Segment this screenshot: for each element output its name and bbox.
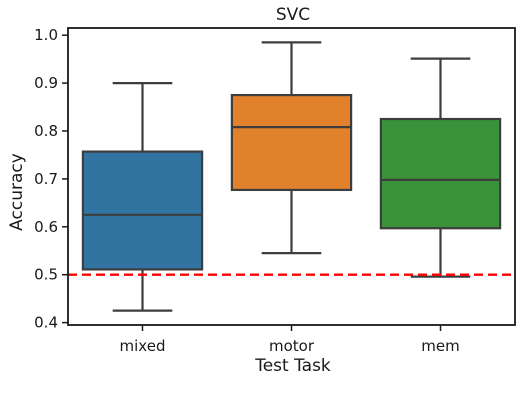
x-axis-label: Test Task bbox=[254, 356, 331, 376]
y-tick-label: 0.7 bbox=[34, 170, 58, 188]
x-tick-label: motor bbox=[269, 337, 315, 355]
y-tick-label: 0.5 bbox=[34, 266, 58, 284]
plot-frame bbox=[67, 27, 516, 326]
x-tick-label: mixed bbox=[120, 337, 166, 355]
y-tick-label: 0.4 bbox=[34, 314, 58, 332]
y-tick-label: 1.0 bbox=[34, 26, 58, 44]
chart-title: SVC bbox=[276, 5, 310, 25]
y-tick-label: 0.9 bbox=[34, 74, 58, 92]
plot-content: 0.4 0.5 0.6 0.7 0.8 0.9 1.0 mixed motor mem bbox=[34, 26, 515, 355]
box-mem bbox=[379, 117, 502, 230]
x-tick-label: mem bbox=[421, 337, 459, 355]
y-axis-label: Accuracy bbox=[7, 153, 27, 231]
y-tick-label: 0.8 bbox=[34, 122, 58, 140]
box-motor bbox=[230, 93, 353, 192]
y-tick-label: 0.6 bbox=[34, 218, 58, 236]
box-mixed bbox=[81, 150, 204, 271]
